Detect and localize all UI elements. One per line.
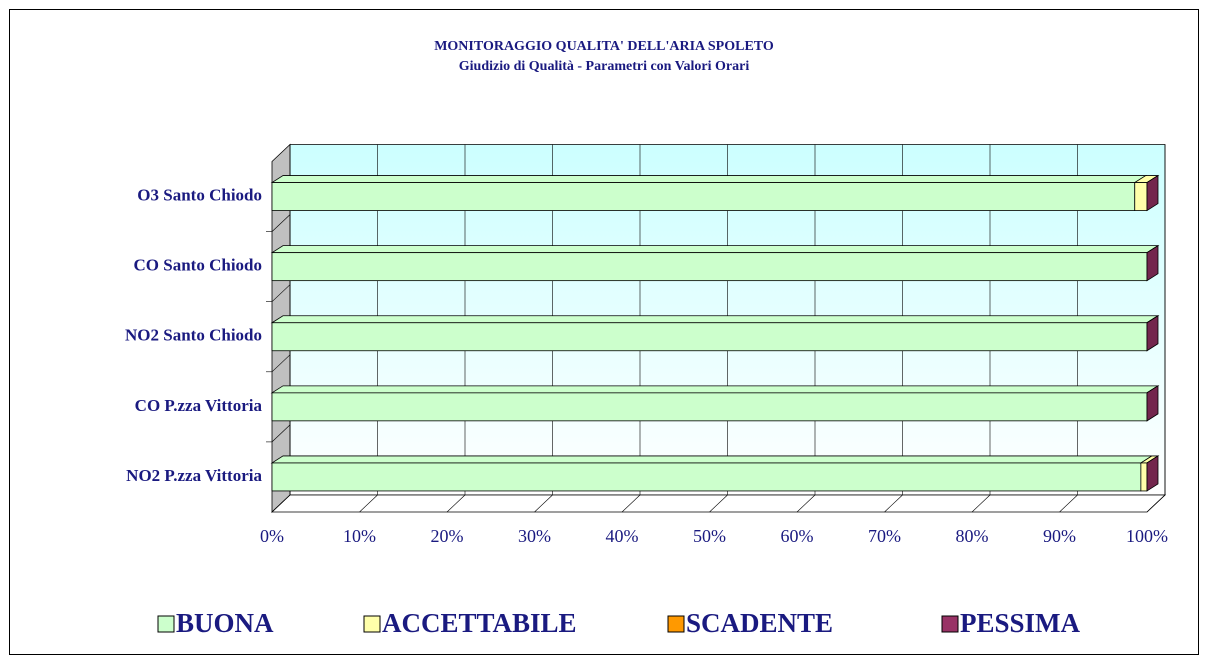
category-label: CO P.zza Vittoria: [135, 396, 263, 415]
legend-label: BUONA: [176, 608, 274, 638]
bar: [1140, 462, 1148, 492]
category-divider: [271, 284, 291, 302]
category-divider: [271, 424, 291, 443]
bar-end: [1146, 174, 1159, 212]
bar: [271, 252, 1148, 282]
legend-label: SCADENTE: [686, 608, 833, 638]
bar-end: [1146, 244, 1159, 282]
legend-swatch: [157, 615, 175, 633]
floor-grid-line: [1059, 494, 1078, 513]
x-tick-label: 10%: [343, 526, 376, 546]
floor-grid-line: [621, 494, 641, 513]
x-tick-label: 20%: [431, 526, 464, 546]
bar: [271, 322, 1148, 352]
bar: [1134, 182, 1148, 211]
category-divider: [271, 354, 291, 373]
floor-grid-line: [446, 494, 466, 513]
floor-grid-line: [534, 494, 553, 513]
bar-end: [1146, 455, 1159, 492]
x-tick-label: 60%: [781, 526, 814, 546]
bar: [271, 462, 1142, 492]
x-tick-label: 80%: [956, 526, 989, 546]
legend-label: PESSIMA: [960, 608, 1081, 638]
bar-top: [270, 245, 1160, 254]
floor-grid-line: [709, 494, 728, 513]
legend-swatch: [667, 615, 685, 633]
category-label: NO2 P.zza Vittoria: [126, 466, 262, 485]
bar-top: [270, 175, 1148, 183]
bar-top: [270, 385, 1160, 394]
x-tick-label: 70%: [868, 526, 901, 546]
floor-grid-line: [884, 494, 903, 513]
bar: [271, 392, 1148, 422]
x-tick-label: 40%: [606, 526, 639, 546]
chart-subtitle: Giudizio di Qualità - Parametri con Valo…: [459, 59, 750, 74]
floor-grid-line: [359, 494, 378, 513]
category-divider: [271, 214, 291, 232]
bar-top: [270, 315, 1160, 324]
x-tick-label: 90%: [1043, 526, 1076, 546]
category-label: NO2 Santo Chiodo: [125, 326, 262, 345]
legend-swatch: [941, 615, 959, 633]
floor-grid-line: [971, 494, 991, 513]
floor-grid-line: [271, 494, 291, 513]
legend-swatch: [363, 615, 381, 633]
legend-label: ACCETTABILE: [382, 608, 577, 638]
x-tick-label: 30%: [518, 526, 551, 546]
floor-grid-line: [796, 494, 816, 513]
x-tick-label: 100%: [1126, 526, 1168, 546]
bar-top: [270, 455, 1154, 464]
bar: [271, 182, 1136, 211]
x-tick-label: 0%: [260, 526, 284, 546]
floor-grid-line: [1146, 494, 1166, 513]
category-label: O3 Santo Chiodo: [137, 185, 262, 204]
category-label: CO Santo Chiodo: [134, 256, 262, 275]
x-tick-label: 50%: [693, 526, 726, 546]
bar-end: [1146, 385, 1159, 422]
chart-title: MONITORAGGIO QUALITA' DELL'ARIA SPOLETO: [434, 39, 774, 54]
bar-end: [1146, 315, 1159, 352]
